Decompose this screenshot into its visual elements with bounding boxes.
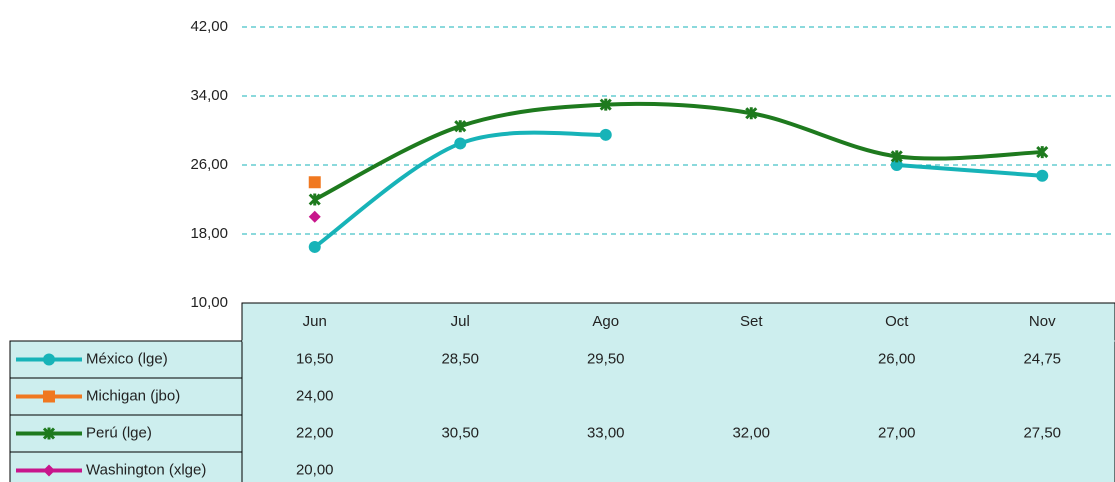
x-tick-label: Nov [1029, 313, 1056, 330]
legend-label: Michigan (jbo) [86, 387, 180, 404]
point [308, 176, 321, 189]
y-tick-label: 18,00 [190, 225, 228, 242]
table-value: 16,50 [296, 350, 334, 367]
table-value: 29,50 [587, 350, 625, 367]
table-value: 27,50 [1023, 424, 1061, 441]
point [599, 128, 612, 141]
point [308, 193, 321, 206]
series-line [313, 101, 1043, 202]
point [454, 137, 467, 150]
legend-marker [43, 464, 55, 477]
point [890, 159, 903, 171]
table-header-bg [241, 302, 1115, 482]
legend-marker [43, 353, 55, 366]
table-value: 22,00 [296, 424, 334, 441]
table-value: 26,00 [878, 350, 916, 367]
table-value: 33,00 [587, 424, 625, 441]
point [454, 120, 467, 133]
point [1036, 169, 1049, 182]
x-tick-label: Set [740, 313, 763, 330]
x-tick-label: Jul [451, 313, 470, 330]
point [745, 107, 758, 120]
legend-label: México (lge) [86, 350, 168, 367]
table-value: 30,50 [441, 424, 479, 441]
table-value: 28,50 [441, 350, 479, 367]
legend-marker [42, 427, 56, 440]
x-tick-label: Oct [885, 313, 909, 330]
legend-label: Perú (lge) [86, 424, 152, 441]
y-tick-label: 42,00 [190, 18, 228, 35]
point [1036, 146, 1049, 159]
table-value: 20,00 [296, 461, 334, 478]
point [890, 150, 903, 163]
point [308, 240, 321, 253]
legend-marker [43, 390, 55, 403]
table-value: 32,00 [732, 424, 770, 441]
table-value: 24,75 [1023, 350, 1061, 367]
y-tick-label: 34,00 [190, 87, 228, 104]
point [599, 98, 612, 111]
x-tick-label: Jun [303, 313, 327, 330]
point [308, 210, 321, 223]
table-value: 24,00 [296, 387, 334, 404]
table-value: 27,00 [878, 424, 916, 441]
y-tick-label: 10,00 [190, 294, 228, 311]
series-line [313, 130, 1043, 249]
legend-label: Washington (xlge) [86, 461, 206, 478]
x-tick-label: Ago [592, 313, 619, 330]
y-tick-label: 26,00 [190, 156, 228, 173]
